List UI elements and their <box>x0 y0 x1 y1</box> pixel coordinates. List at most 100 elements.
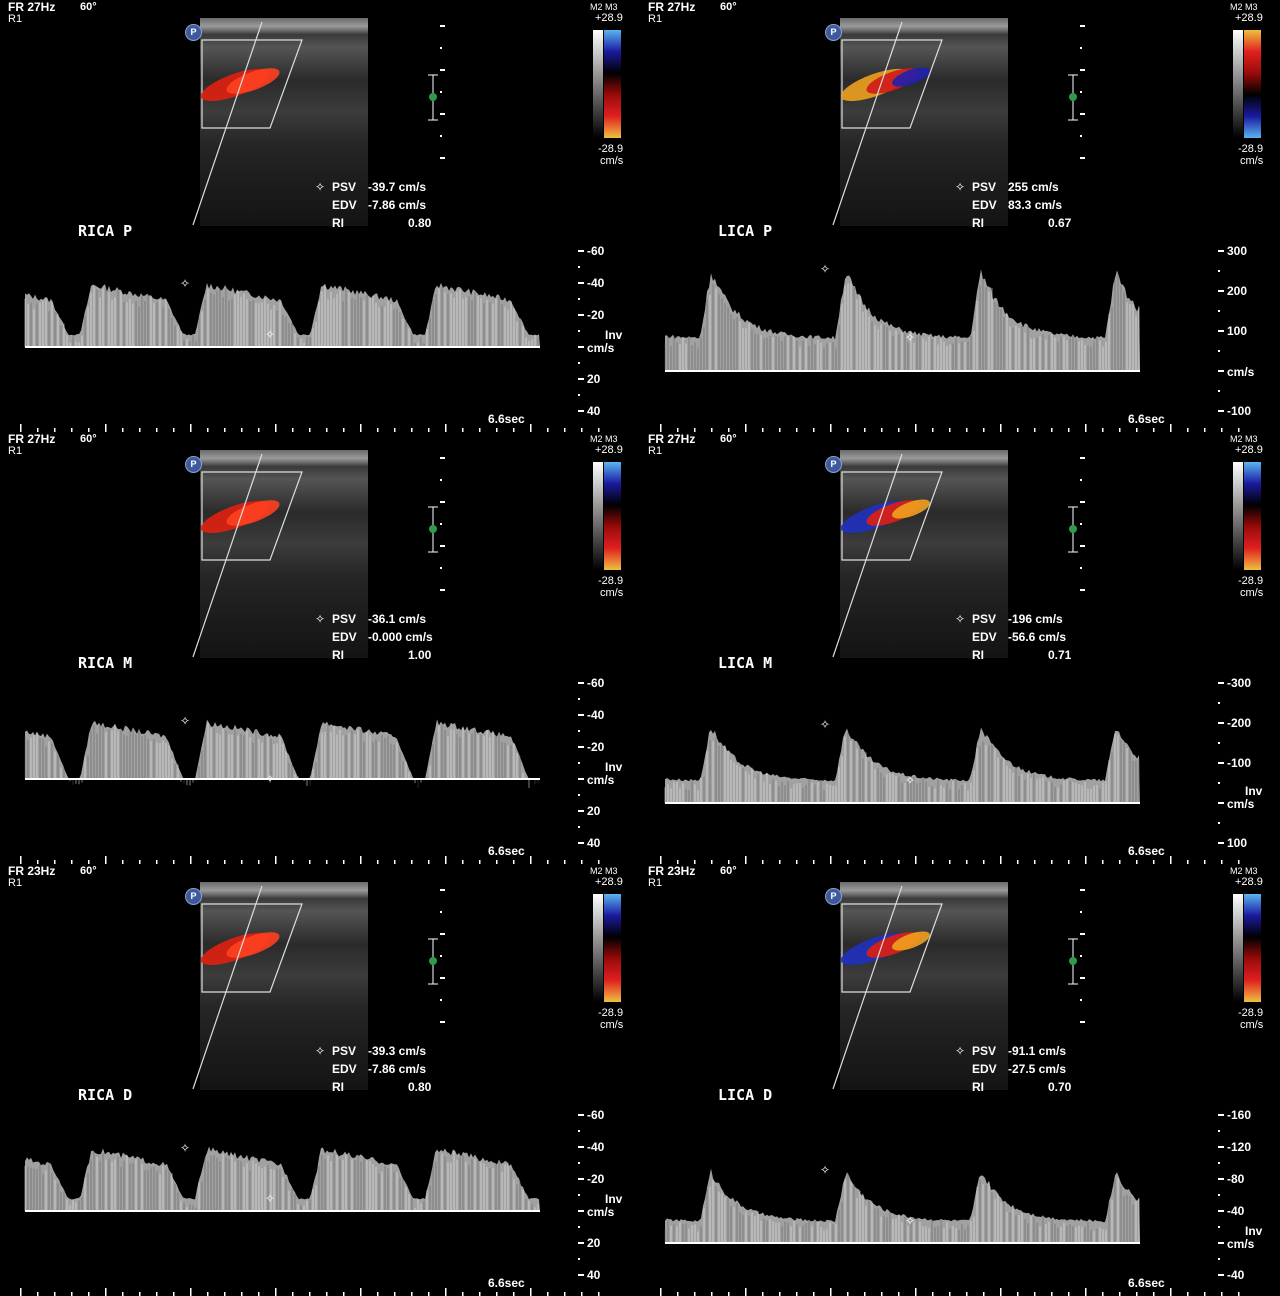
invert-indicator: Inv <box>605 1192 623 1206</box>
time-tick <box>830 856 832 864</box>
scale-tick <box>578 1210 584 1212</box>
time-tick <box>1017 1292 1019 1296</box>
angle-text: 60° <box>720 865 737 877</box>
time-tick <box>1187 428 1189 432</box>
depth-tick <box>440 955 442 957</box>
scale-label: 20 <box>587 804 601 818</box>
overlay-graphics: ✧✧ <box>20 21 600 432</box>
grayscale-bar <box>593 30 603 138</box>
time-tick <box>881 1292 883 1296</box>
panel-rica-m: FR 27Hz 60° R1 P M2 M3 +28.9 -28.9 cm/s … <box>0 432 640 864</box>
caliper-icon: ✧ <box>955 180 966 194</box>
time-tick <box>949 1292 951 1296</box>
time-tick <box>779 428 781 432</box>
time-tick <box>275 1288 277 1296</box>
scale-minor-tick <box>578 394 580 396</box>
time-tick <box>156 1292 158 1296</box>
frame-rate-text: FR 27Hz <box>648 0 696 14</box>
color-velocity-bar <box>1244 462 1261 570</box>
scale-label: 100 <box>1227 324 1248 338</box>
time-tick <box>343 860 345 864</box>
colorbar-min: -28.9 <box>1238 1007 1264 1019</box>
colorbar-min: -28.9 <box>1238 143 1264 155</box>
scale-tick <box>578 714 584 716</box>
time-tick <box>445 1288 447 1296</box>
time-tick <box>530 424 532 432</box>
panel-lica-p: FR 27Hz 60° R1 P M2 M3 +28.9 -28.9 cm/s … <box>640 0 1280 432</box>
time-tick <box>71 1292 73 1296</box>
doppler-cursor-line <box>192 21 263 226</box>
time-tick <box>1238 428 1240 432</box>
panel-rica-d: FR 23Hz 60° R1 P M2 M3 +28.9 -28.9 cm/s … <box>0 864 640 1296</box>
psv-label: PSV <box>972 612 997 626</box>
scale-label: cm/s <box>1227 1237 1255 1251</box>
ri-label: RI <box>972 1080 984 1094</box>
time-tick <box>1068 1292 1070 1296</box>
time-tick <box>292 1292 294 1296</box>
scale-tick <box>578 314 584 316</box>
scale-minor-tick <box>578 794 580 796</box>
scale-minor-tick <box>1218 1226 1220 1228</box>
scale-minor-tick <box>578 266 580 268</box>
grayscale-bar <box>593 894 603 1002</box>
time-tick <box>360 1288 362 1296</box>
depth-tick <box>1080 889 1085 891</box>
time-tick <box>813 860 815 864</box>
scale-label: -60 <box>587 676 605 690</box>
time-tick <box>309 860 311 864</box>
grayscale-bar <box>1233 30 1243 138</box>
time-tick <box>677 1292 679 1296</box>
time-tick <box>1051 860 1053 864</box>
time-tick <box>847 1292 849 1296</box>
time-tick <box>564 1292 566 1296</box>
vessel-label: RICA P <box>78 222 133 240</box>
psv-label: PSV <box>332 1044 357 1058</box>
scale-label: -20 <box>587 740 605 754</box>
depth-tick <box>440 457 445 459</box>
time-tick <box>1221 428 1223 432</box>
color-velocity-bar <box>604 894 621 1002</box>
time-tick <box>1187 860 1189 864</box>
depth-tick <box>1080 977 1085 979</box>
depth-tick <box>1080 567 1082 569</box>
depth-tick <box>1080 1021 1085 1023</box>
psv-caliper-icon: ✧ <box>180 1141 190 1155</box>
time-tick <box>1204 860 1206 864</box>
color-velocity-bar <box>1244 30 1261 138</box>
color-velocity-bar <box>604 462 621 570</box>
scale-label: -100 <box>1227 756 1252 770</box>
sweep-time: 6.6sec <box>1128 844 1165 858</box>
edv-caliper-icon: ✧ <box>905 773 915 787</box>
time-tick <box>983 428 985 432</box>
frame-rate-text: FR 23Hz <box>8 864 56 878</box>
frame-rate-text: FR 23Hz <box>648 864 696 878</box>
time-tick <box>1034 860 1036 864</box>
time-tick <box>1136 1292 1138 1296</box>
scale-label: -200 <box>1227 716 1252 730</box>
time-tick <box>462 428 464 432</box>
region-text: R1 <box>8 877 23 889</box>
time-tick <box>428 860 430 864</box>
scale-tick <box>1218 1114 1224 1116</box>
time-tick <box>360 424 362 432</box>
time-tick <box>496 860 498 864</box>
time-tick <box>530 1288 532 1296</box>
vessel-label: RICA M <box>78 654 133 672</box>
edv-caliper-icon: ✧ <box>265 1191 275 1205</box>
time-tick <box>547 1292 549 1296</box>
depth-tick <box>440 933 445 935</box>
scale-minor-tick <box>1218 1194 1220 1196</box>
time-tick <box>983 860 985 864</box>
time-tick <box>122 1292 124 1296</box>
overlay-graphics: ✧✧ <box>660 21 1240 432</box>
color-velocity-bar <box>1244 894 1261 1002</box>
psv-label: PSV <box>972 1044 997 1058</box>
depth-tick <box>440 135 442 137</box>
colorbar-mode: M2 M3 <box>590 2 618 12</box>
time-tick <box>915 856 917 864</box>
scale-minor-tick <box>578 762 580 764</box>
sweep-time: 6.6sec <box>1128 1276 1165 1290</box>
depth-tick <box>440 113 445 115</box>
frame-rate-text: FR 27Hz <box>8 432 56 446</box>
time-tick <box>241 860 243 864</box>
